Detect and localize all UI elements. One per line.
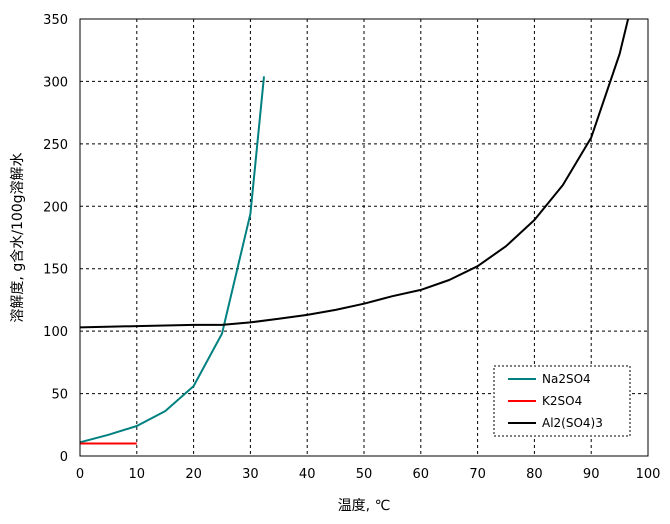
legend-label: Al2(SO4)3 <box>542 416 603 430</box>
series-line-al2-so4-3 <box>79 18 630 329</box>
grid <box>80 19 648 456</box>
x-tick-label: 50 <box>356 467 373 482</box>
x-tick-label: 90 <box>583 467 600 482</box>
x-tick-label: 60 <box>413 467 430 482</box>
y-tick-label: 50 <box>51 388 68 403</box>
y-tick-label: 250 <box>43 138 68 153</box>
series-layer <box>79 18 630 445</box>
y-tick-label: 0 <box>60 450 68 465</box>
legend-label: K2SO4 <box>542 394 582 408</box>
x-tick-label: 70 <box>469 467 486 482</box>
y-tick-labels: 0 50 100 150 200 250 300 350 <box>43 13 68 465</box>
x-tick-label: 80 <box>526 467 543 482</box>
series-line-na2so4 <box>79 76 265 444</box>
y-tick-label: 350 <box>43 13 68 28</box>
y-axis-label: 溶解度, g含水/100g溶解水 <box>10 152 26 322</box>
legend: Na2SO4 K2SO4 Al2(SO4)3 <box>493 365 631 437</box>
y-tick-label: 150 <box>43 263 68 278</box>
x-tick-label: 0 <box>76 467 84 482</box>
x-tick-label: 20 <box>185 467 202 482</box>
legend-label: Na2SO4 <box>542 372 591 386</box>
x-axis-label: 温度, ℃ <box>338 498 391 514</box>
y-tick-label: 200 <box>43 200 68 215</box>
x-tick-labels: 0 10 20 30 40 50 60 70 80 90 100 <box>76 467 661 482</box>
x-tick-label: 100 <box>636 467 661 482</box>
x-tick-label: 40 <box>299 467 316 482</box>
y-tick-label: 100 <box>43 325 68 340</box>
x-tick-label: 30 <box>242 467 259 482</box>
x-tick-label: 10 <box>129 467 146 482</box>
plot-frame <box>79 18 649 457</box>
y-tick-label: 300 <box>43 75 68 90</box>
